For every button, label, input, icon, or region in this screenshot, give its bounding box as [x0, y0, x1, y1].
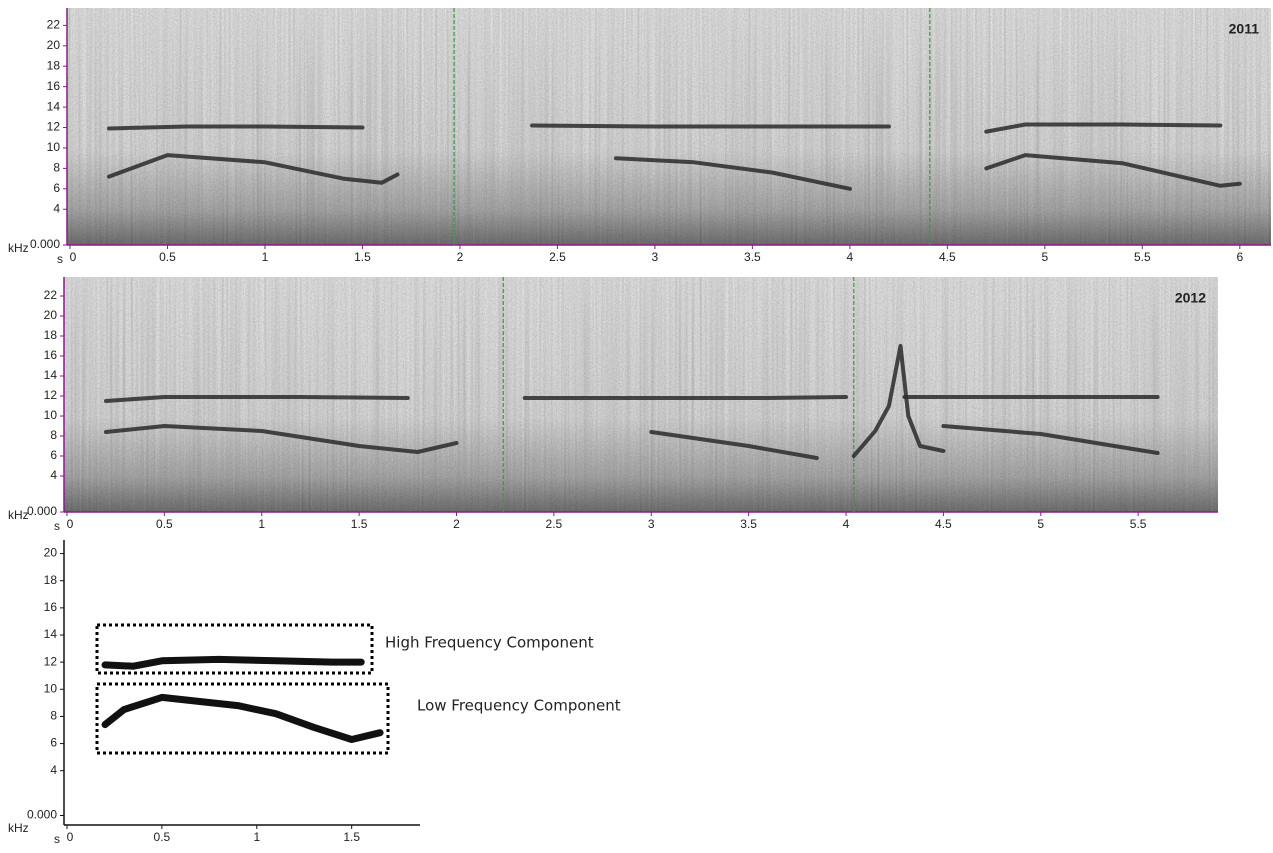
contour	[649, 430, 819, 460]
component-box	[95, 682, 390, 755]
x-tick-label: 5.5	[1130, 517, 1147, 531]
y-tick-label: 16	[44, 600, 58, 614]
y-tick-label: 18	[44, 328, 58, 342]
y-tick-label: 8	[50, 428, 57, 442]
x-tick-label: 0	[70, 250, 77, 264]
contour	[941, 424, 1160, 455]
contour	[522, 395, 848, 400]
x-tick-label: 3.5	[740, 517, 757, 531]
x-tick-label: 1	[262, 250, 269, 264]
x-tick-label: 4	[847, 250, 854, 264]
annotation: High Frequency Component	[385, 634, 594, 652]
y-tick-label: 20	[44, 546, 58, 560]
contour	[104, 395, 410, 403]
y-tick-label: 6	[53, 181, 60, 195]
y-tick-label: 14	[47, 99, 61, 113]
y-tick-label: 10	[44, 681, 58, 695]
y-tick-label: 18	[44, 573, 58, 587]
y-tick-label: 22	[44, 288, 58, 302]
y-tick-label: 14	[44, 368, 58, 382]
y-tick-label: 20	[44, 308, 58, 322]
x-tick-label: 2	[453, 517, 460, 531]
contour	[851, 344, 946, 458]
y-axis-label: kHz	[8, 821, 29, 835]
x-tick-label: 4	[843, 517, 850, 531]
x-tick-label: 2	[457, 250, 464, 264]
x-tick-label: 5	[1041, 250, 1048, 264]
x-tick-label: 2.5	[546, 517, 563, 531]
y-tick-label: 0.000	[27, 808, 57, 822]
panel-title: 2012	[1175, 290, 1206, 306]
y-tick-label: 20	[47, 38, 61, 52]
x-tick-label: 1.5	[343, 830, 360, 844]
y-tick-label: 10	[44, 408, 58, 422]
x-tick-label: 5.5	[1134, 250, 1151, 264]
y-tick-label: 22	[47, 18, 61, 32]
low-frequency-shade	[64, 277, 1218, 512]
annotation: Low Frequency Component	[417, 697, 621, 715]
y-tick-label: 12	[47, 120, 61, 134]
contour	[530, 123, 891, 129]
contour	[984, 122, 1223, 134]
y-tick-label: 18	[47, 58, 61, 72]
y-tick-label: 6	[50, 736, 57, 750]
x-tick-label: 4.5	[939, 250, 956, 264]
x-axis-label: s	[54, 832, 60, 846]
y-tick-label: 12	[44, 654, 58, 668]
contour	[613, 156, 852, 191]
y-tick-label: 6	[50, 448, 57, 462]
x-tick-label: 3	[648, 517, 655, 531]
y-tick-label: 8	[53, 161, 60, 175]
x-axis-label: s	[57, 252, 63, 266]
x-tick-label: 0	[67, 517, 74, 531]
x-tick-label: 1.5	[354, 250, 371, 264]
y-tick-label: 0.000	[30, 237, 60, 251]
y-tick-label: 16	[44, 348, 58, 362]
x-tick-label: 0	[67, 830, 74, 844]
x-tick-label: 0.5	[154, 830, 171, 844]
y-axis-label: kHz	[8, 508, 29, 522]
y-tick-label: 4	[53, 201, 60, 215]
y-tick-label: 4	[50, 763, 57, 777]
contour	[104, 424, 459, 454]
x-tick-label: 3.5	[744, 250, 761, 264]
x-tick-label: 0.5	[159, 250, 176, 264]
x-tick-label: 3	[652, 250, 659, 264]
y-tick-label: 4	[50, 468, 57, 482]
x-tick-label: 4.5	[935, 517, 952, 531]
panel-title: 2011	[1229, 21, 1260, 37]
x-tick-label: 1	[258, 517, 265, 531]
x-tick-label: 1	[253, 830, 260, 844]
y-axis-label: kHz	[8, 241, 29, 255]
y-tick-label: 16	[47, 79, 61, 93]
y-tick-label: 8	[50, 709, 57, 723]
y-tick-label: 12	[44, 388, 58, 402]
contour	[984, 153, 1242, 188]
x-tick-label: 0.5	[156, 517, 173, 531]
x-tick-label: 5	[1037, 517, 1044, 531]
y-tick-label: 0.000	[27, 504, 57, 518]
contour	[107, 153, 400, 185]
x-tick-label: 6	[1236, 250, 1243, 264]
x-tick-label: 1.5	[351, 517, 368, 531]
contour	[101, 655, 365, 670]
contour	[101, 693, 384, 743]
y-tick-label: 10	[47, 140, 61, 154]
x-axis-label: s	[54, 519, 60, 533]
y-tick-label: 14	[44, 627, 58, 641]
contour	[107, 124, 365, 131]
x-tick-label: 2.5	[549, 250, 566, 264]
